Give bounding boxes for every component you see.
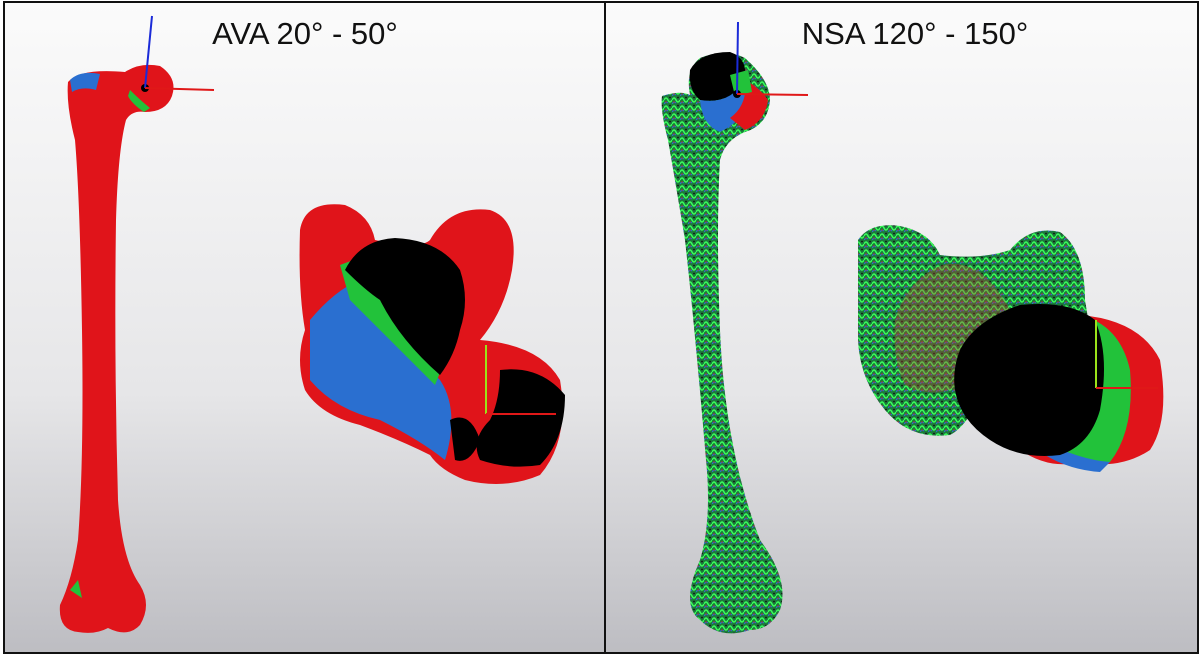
page: AVA 20° - 50° NSA 120° - 150°	[0, 0, 1200, 655]
panel-title: AVA 20° - 50°	[212, 16, 398, 51]
panel-right: NSA 120° - 150°	[605, 2, 1198, 653]
figure: AVA 20° - 50° NSA 120° - 150°	[0, 0, 1200, 655]
panel-left: AVA 20° - 50°	[4, 2, 605, 653]
panel-title: NSA 120° - 150°	[802, 16, 1028, 51]
